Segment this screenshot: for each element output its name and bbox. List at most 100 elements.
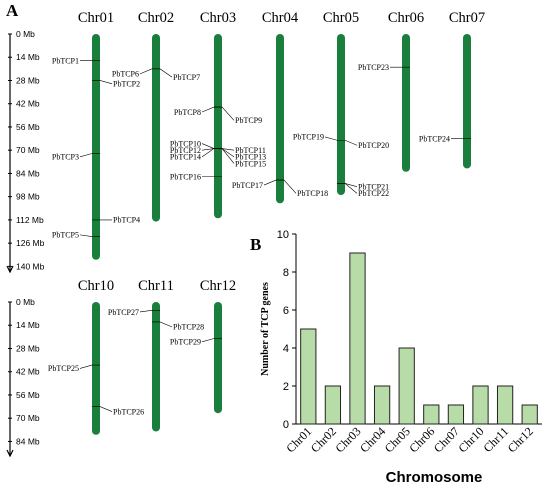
- scale-tick-label: 98 Mb: [16, 192, 40, 202]
- bar: [349, 252, 366, 425]
- gene-label: PbTCP22: [358, 189, 389, 198]
- bar: [398, 347, 415, 425]
- gene-label: PbTCP2: [113, 80, 140, 89]
- scale-tick-label: 70 Mb: [16, 145, 40, 155]
- x-tick-label: Chr02: [308, 424, 339, 455]
- gene-marker-line: [201, 338, 222, 343]
- bar: [521, 404, 538, 425]
- gene-label: PbTCP13: [235, 153, 266, 162]
- scale-tick-label: 14 Mb: [16, 320, 40, 330]
- gene-label: PbTCP9: [235, 116, 262, 125]
- bar: [447, 404, 465, 425]
- chromosome-bar: [276, 34, 284, 204]
- gene-label: PbTCP29: [170, 338, 201, 347]
- chromosome-map: 0 Mb 14 Mb 28 Mb 42 Mb 56 Mb 70 Mb 84 Mb 98 Mb 1…: [6, 10, 485, 458]
- chromosome-label: Chr11: [138, 278, 174, 294]
- scale-tick-label: 140 Mb: [16, 261, 45, 271]
- gene-label: PbTCP23: [358, 63, 389, 72]
- gene-label: PbTCP11: [235, 146, 266, 155]
- scale-tick-label: 70 Mb: [16, 413, 40, 423]
- gene-label: PbTCP16: [170, 173, 201, 182]
- chromosome-bar: [337, 34, 345, 196]
- chromosome-label: Chr04: [262, 10, 299, 26]
- y-tick-label: 2: [283, 381, 289, 393]
- gene-label: PbTCP24: [419, 134, 450, 143]
- x-tick-label: Chr03: [333, 424, 364, 455]
- chromosome-bar: [214, 302, 222, 414]
- gene-marker-line: [337, 183, 358, 194]
- chromosome-label: Chr01: [78, 10, 114, 26]
- scale-tick-label: 112 Mb: [16, 215, 44, 225]
- y-axis-title: Number of TCP genes: [260, 282, 271, 376]
- chromosome-bar: [152, 302, 160, 432]
- gene-label: PbTCP15: [235, 159, 266, 168]
- gene-marker-line: [79, 364, 100, 369]
- gene-marker-line: [276, 179, 297, 194]
- gene-label: PbTCP10: [170, 139, 201, 148]
- gene-marker-line: [214, 148, 235, 164]
- scale-tick-label: 28 Mb: [16, 343, 40, 353]
- bar: [373, 385, 391, 425]
- gene-label: PbTCP14: [170, 153, 201, 162]
- x-tick-label: Chr07: [431, 424, 462, 455]
- gene-label: PbTCP7: [173, 73, 200, 82]
- gene-marker-line: [79, 153, 100, 158]
- gene-marker-line: [214, 106, 235, 121]
- gene-label: PbTCP12: [170, 146, 201, 155]
- gene-marker-line: [139, 309, 160, 313]
- chromosome-label: Chr07: [449, 10, 485, 26]
- gene-marker-line: [79, 234, 100, 237]
- gene-label: PbTCP17: [232, 181, 263, 190]
- gene-label: PbTCP1: [52, 56, 79, 65]
- gene-label: PbTCP4: [113, 216, 140, 225]
- y-tick-label: 0: [283, 419, 289, 431]
- chromosome-bar: [402, 34, 410, 172]
- scale-tick-label: 0 Mb: [16, 29, 35, 39]
- chromosome-bar: [152, 34, 160, 222]
- chromosome-label: Chr10: [78, 278, 114, 294]
- chromosome-bar: [92, 34, 100, 260]
- chromosome-bar: [92, 302, 100, 435]
- scale-tick-label: 42 Mb: [16, 367, 40, 377]
- scale-tick-label: 84 Mb: [16, 436, 40, 446]
- chromosome-label: Chr05: [323, 10, 359, 26]
- gene-label: PbTCP3: [52, 153, 79, 162]
- x-tick-label: Chr12: [505, 424, 536, 455]
- x-tick-label: Chr11: [480, 424, 511, 455]
- y-tick-label: 4: [283, 343, 289, 355]
- bar: [324, 385, 342, 425]
- gene-label: PbTCP8: [174, 108, 201, 117]
- gene-marker-line: [92, 406, 113, 412]
- y-tick-label: 6: [283, 305, 289, 317]
- gene-label: PbTCP26: [113, 407, 144, 416]
- gene-label: PbTCP5: [52, 231, 79, 240]
- chromosome-label: Chr06: [388, 10, 424, 26]
- gene-label: PbTCP28: [173, 323, 204, 332]
- scale-tick-label: 14 Mb: [16, 52, 40, 62]
- chromosome-bar: [214, 34, 222, 219]
- gene-label: PbTCP20: [358, 141, 389, 150]
- bar: [423, 404, 440, 425]
- x-tick-label: Chr04: [357, 424, 388, 455]
- scale-tick-label: 28 Mb: [16, 75, 40, 85]
- y-tick-label: 10: [277, 229, 289, 241]
- scale-tick-label: 126 Mb: [16, 238, 45, 248]
- x-tick-label: Chr05: [382, 424, 413, 455]
- gene-label: PbTCP25: [48, 364, 79, 373]
- chromosome-label: Chr02: [138, 10, 174, 26]
- scale-tick-label: 84 Mb: [16, 168, 40, 178]
- gene-label: PbTCP19: [293, 133, 324, 142]
- scale-tick-label: 56 Mb: [16, 122, 40, 132]
- x-axis-title: Chromosome: [386, 469, 483, 486]
- scale-tick-label: 0 Mb: [16, 297, 35, 307]
- gene-label: PbTCP21: [358, 183, 389, 192]
- scale-axis-arrow: [6, 449, 14, 458]
- bar: [472, 385, 489, 425]
- scale-axis-arrow: [6, 265, 14, 274]
- gene-label: PbTCP6: [112, 70, 139, 79]
- gene-marker-line: [152, 68, 173, 78]
- scale-tick-label: 42 Mb: [16, 99, 40, 109]
- gene-marker-line: [337, 139, 358, 146]
- panel-b-label: B: [250, 235, 261, 254]
